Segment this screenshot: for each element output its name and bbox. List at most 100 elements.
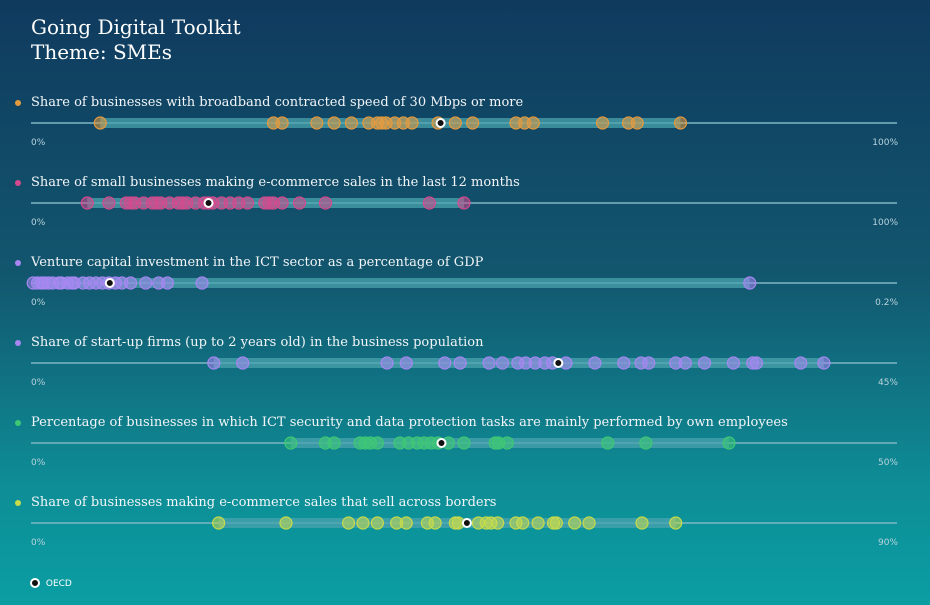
country-point[interactable] (102, 196, 116, 210)
country-point[interactable] (279, 516, 293, 530)
country-point[interactable] (669, 516, 683, 530)
country-point[interactable] (678, 356, 692, 370)
country-point[interactable] (405, 116, 419, 130)
country-point[interactable] (370, 516, 384, 530)
country-point[interactable] (617, 356, 631, 370)
country-point[interactable] (438, 356, 452, 370)
country-point[interactable] (595, 116, 610, 130)
indicator-bullet-icon (15, 180, 21, 186)
country-point[interactable] (722, 436, 736, 450)
indicator-row: Venture capital investment in the ICT se… (0, 255, 930, 335)
country-point[interactable] (399, 356, 413, 370)
country-point[interactable] (588, 356, 602, 370)
country-point[interactable] (275, 196, 289, 210)
country-point[interactable] (207, 356, 221, 370)
axis-max-label: 100% (872, 138, 898, 148)
country-point[interactable] (817, 356, 831, 370)
country-point[interactable] (457, 196, 471, 210)
indicator-strip (31, 196, 897, 210)
axis-min-label: 0% (31, 298, 46, 308)
indicator-bullet-icon (15, 420, 21, 426)
country-point[interactable] (673, 116, 688, 130)
range-bar (218, 518, 676, 528)
country-point[interactable] (457, 436, 471, 450)
country-point[interactable] (500, 436, 514, 450)
country-point[interactable] (642, 356, 656, 370)
country-point[interactable] (453, 356, 467, 370)
country-point[interactable] (139, 276, 153, 290)
country-point[interactable] (448, 116, 462, 130)
axis-max-label: 90% (877, 538, 898, 548)
oecd-point[interactable] (436, 438, 447, 448)
country-point[interactable] (639, 436, 653, 450)
country-point[interactable] (380, 356, 394, 370)
country-point[interactable] (370, 436, 384, 450)
indicator-row: Share of businesses making e-commerce sa… (0, 495, 930, 575)
country-point[interactable] (275, 116, 289, 130)
indicator-bullet-icon (15, 260, 21, 266)
country-point[interactable] (195, 276, 209, 290)
country-point[interactable] (310, 116, 324, 130)
country-point[interactable] (123, 276, 138, 290)
country-point[interactable] (344, 116, 359, 130)
country-point[interactable] (327, 116, 341, 130)
axis-min-label: 0% (31, 378, 46, 388)
country-point[interactable] (327, 436, 341, 450)
country-point[interactable] (549, 516, 563, 530)
indicator-strip (31, 436, 897, 450)
indicator-strip (31, 116, 897, 130)
axis-min-label: 0% (31, 538, 46, 548)
country-point[interactable] (422, 196, 436, 210)
country-point[interactable] (93, 116, 107, 130)
legend-oecd-label: OECD (45, 579, 72, 589)
country-point[interactable] (240, 196, 255, 210)
indicator-row: Percentage of businesses in which ICT se… (0, 415, 930, 495)
country-point[interactable] (80, 196, 94, 210)
oecd-point[interactable] (461, 518, 472, 528)
axis-min-label: 0% (31, 138, 46, 148)
country-point[interactable] (236, 356, 250, 370)
country-point[interactable] (160, 276, 174, 290)
axis-max-label: 50% (877, 458, 898, 468)
oecd-point[interactable] (104, 278, 115, 288)
country-point[interactable] (495, 356, 510, 370)
country-point[interactable] (582, 516, 596, 530)
country-point[interactable] (292, 196, 307, 210)
country-point[interactable] (482, 356, 496, 370)
country-point[interactable] (726, 356, 741, 370)
oecd-point[interactable] (435, 118, 446, 128)
country-point[interactable] (749, 356, 764, 370)
country-point[interactable] (428, 516, 442, 530)
country-point[interactable] (635, 516, 649, 530)
country-point[interactable] (630, 116, 644, 130)
oecd-point[interactable] (553, 358, 564, 368)
country-point[interactable] (318, 196, 333, 210)
oecd-point[interactable] (203, 198, 214, 208)
country-point[interactable] (491, 516, 505, 530)
country-point[interactable] (743, 276, 757, 290)
indicator-strip (31, 356, 897, 370)
country-point[interactable] (516, 516, 530, 530)
country-point[interactable] (601, 436, 615, 450)
country-point[interactable] (794, 356, 808, 370)
country-point[interactable] (212, 516, 226, 530)
indicator-title: Venture capital investment in the ICT se… (31, 255, 484, 270)
country-point[interactable] (526, 116, 540, 130)
country-point[interactable] (356, 516, 370, 530)
country-point[interactable] (466, 116, 480, 130)
country-point[interactable] (399, 516, 413, 530)
country-point[interactable] (568, 516, 582, 530)
legend: OECD (30, 578, 72, 589)
indicator-row: Share of start-up firms (up to 2 years o… (0, 335, 930, 415)
indicator-row: Share of businesses with broadband contr… (0, 95, 930, 175)
indicator-strip (26, 276, 897, 290)
country-point[interactable] (284, 436, 298, 450)
indicator-bullet-icon (15, 340, 21, 346)
country-point[interactable] (531, 516, 545, 530)
axis-min-label: 0% (31, 218, 46, 228)
oecd-marker-icon (30, 578, 40, 588)
indicator-title: Share of start-up firms (up to 2 years o… (31, 335, 484, 350)
axis-min-label: 0% (31, 458, 46, 468)
country-point[interactable] (341, 516, 356, 530)
country-point[interactable] (697, 356, 712, 370)
